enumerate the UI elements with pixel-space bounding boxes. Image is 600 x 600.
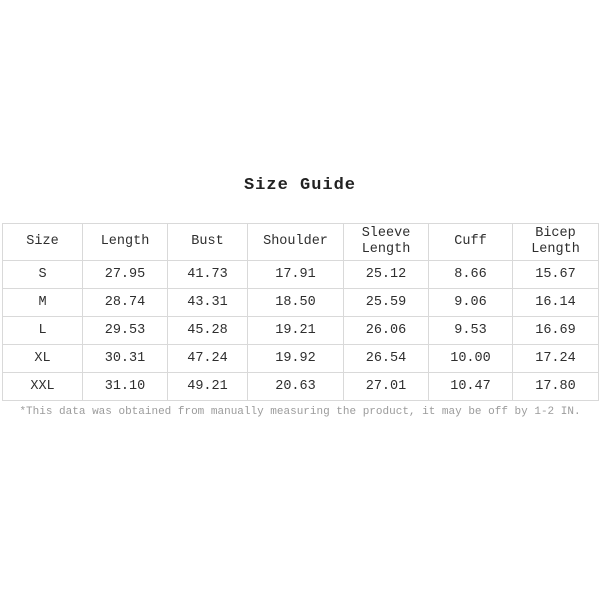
table-row-l: L 29.53 45.28 19.21 26.06 9.53 16.69 — [2, 316, 599, 345]
column-header-bicep-length: Bicep Length — [512, 223, 599, 261]
table-cell: 25.12 — [343, 260, 429, 289]
column-header-sleeve-length: Sleeve Length — [343, 223, 429, 261]
table-cell: 10.47 — [428, 372, 513, 401]
table-cell: 19.92 — [247, 344, 344, 373]
table-body: S 27.95 41.73 17.91 25.12 8.66 15.67 M 2… — [2, 260, 599, 401]
header-row: Size Length Bust Shoulder Sleeve Length … — [2, 223, 599, 261]
table-cell: 43.31 — [167, 288, 248, 317]
table-row-xl: XL 30.31 47.24 19.92 26.54 10.00 17.24 — [2, 344, 599, 373]
table-cell: 26.06 — [343, 316, 429, 345]
table-cell: 49.21 — [167, 372, 248, 401]
table-cell: 16.14 — [512, 288, 599, 317]
footnote: *This data was obtained from manually me… — [19, 406, 581, 418]
table-cell: 47.24 — [167, 344, 248, 373]
column-header-length: Length — [82, 223, 168, 261]
table-header: Size Length Bust Shoulder Sleeve Length … — [2, 223, 599, 261]
table-cell: 30.31 — [82, 344, 168, 373]
table-cell: 16.69 — [512, 316, 599, 345]
table-cell: 18.50 — [247, 288, 344, 317]
table-cell: 29.53 — [82, 316, 168, 345]
table-row-m: M 28.74 43.31 18.50 25.59 9.06 16.14 — [2, 288, 599, 317]
table-row-s: S 27.95 41.73 17.91 25.12 8.66 15.67 — [2, 260, 599, 289]
table-cell: 31.10 — [82, 372, 168, 401]
table-cell: 10.00 — [428, 344, 513, 373]
column-header-size: Size — [2, 223, 83, 261]
table-cell: 19.21 — [247, 316, 344, 345]
size-guide-table: Size Length Bust Shoulder Sleeve Length … — [2, 223, 599, 401]
table-cell: 45.28 — [167, 316, 248, 345]
table-row-xxl: XXL 31.10 49.21 20.63 27.01 10.47 17.80 — [2, 372, 599, 401]
table-cell: 41.73 — [167, 260, 248, 289]
table-cell: 27.01 — [343, 372, 429, 401]
table-cell: 17.91 — [247, 260, 344, 289]
column-header-cuff: Cuff — [428, 223, 513, 261]
size-label: M — [2, 288, 83, 317]
column-header-bust: Bust — [167, 223, 248, 261]
table-cell: 27.95 — [82, 260, 168, 289]
table-cell: 9.06 — [428, 288, 513, 317]
size-label: L — [2, 316, 83, 345]
size-label: XL — [2, 344, 83, 373]
size-label: XXL — [2, 372, 83, 401]
table-cell: 15.67 — [512, 260, 599, 289]
table-cell: 26.54 — [343, 344, 429, 373]
table-cell: 28.74 — [82, 288, 168, 317]
column-header-shoulder: Shoulder — [247, 223, 344, 261]
table-cell: 9.53 — [428, 316, 513, 345]
table-cell: 20.63 — [247, 372, 344, 401]
size-label: S — [2, 260, 83, 289]
table-cell: 17.24 — [512, 344, 599, 373]
table-cell: 8.66 — [428, 260, 513, 289]
table-cell: 17.80 — [512, 372, 599, 401]
table-cell: 25.59 — [343, 288, 429, 317]
page-title: Size Guide — [243, 176, 357, 195]
